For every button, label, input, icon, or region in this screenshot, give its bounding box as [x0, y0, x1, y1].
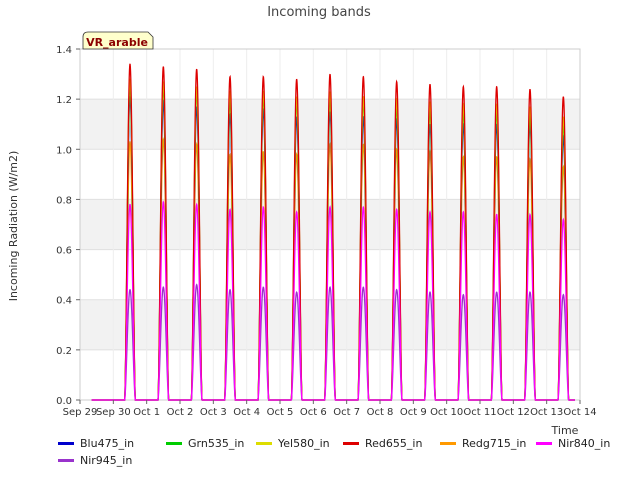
series-line-nir840_in	[91, 200, 575, 401]
x-tick-label: Oct 3	[200, 407, 227, 418]
legend-label: Nir840_in	[558, 436, 611, 450]
x-tick-label: Oct 14	[563, 407, 596, 418]
y-tick-label: 0.0	[56, 396, 72, 407]
legend-item: Redg715_in	[440, 436, 526, 450]
legend-swatch	[166, 441, 182, 445]
plot-frame	[79, 48, 581, 401]
x-tick-label: Oct 5	[267, 407, 294, 418]
x-tick-label: Oct 9	[400, 407, 427, 418]
x-tick-label: Oct 7	[333, 407, 360, 418]
x-tick-label: Sep 30	[96, 407, 131, 418]
y-ticks: 0.0 0.2 0.4 0.6 0.8 1.0 1.2 1.4	[56, 45, 80, 407]
x-tick-label: Oct 12	[497, 407, 530, 418]
legend-item: Red655_in	[343, 436, 422, 450]
y-axis-label: Incoming Radiation (W/m2)	[7, 151, 20, 302]
legend-item: Yel580_in	[256, 436, 330, 450]
grid-band	[80, 249, 580, 300]
legend-label: Blu475_in	[80, 436, 135, 450]
x-tick-label: Oct 1	[133, 407, 160, 418]
y-tick-label: 0.8	[56, 195, 72, 206]
x-axis-label: Time	[551, 424, 579, 437]
grid-band	[80, 299, 580, 350]
legend-swatch	[440, 441, 456, 445]
legend-item: Nir840_in	[536, 436, 610, 450]
grid-band	[80, 149, 580, 200]
x-tick-label: Oct 6	[300, 407, 327, 418]
annotation-label: VR_arable	[86, 36, 148, 49]
legend-swatch	[256, 441, 272, 445]
legend-label: Redg715_in	[462, 436, 527, 450]
legend-label: Nir945_in	[80, 453, 133, 467]
y-tick-label: 0.4	[56, 296, 72, 307]
grid-band	[80, 349, 580, 400]
legend-item: Nir945_in	[58, 453, 132, 467]
y-tick-label: 1.0	[56, 145, 72, 156]
y-tick-label: 0.2	[56, 346, 72, 357]
y-tick-label: 0.6	[56, 246, 72, 257]
annotation-box: VR_arable	[82, 31, 154, 50]
legend-swatch	[343, 441, 359, 445]
x-tick-label: Oct 13	[530, 407, 563, 418]
legend-label: Yel580_in	[278, 436, 330, 450]
x-tick-label: Oct 4	[233, 407, 260, 418]
x-tick-label: Oct 8	[367, 407, 394, 418]
legend-item: Blu475_in	[58, 436, 134, 450]
legend-swatch	[58, 458, 74, 462]
y-tick-label: 1.4	[56, 45, 72, 56]
legend-item: Grn535_in	[166, 436, 244, 450]
x-tick-label: Oct 11	[463, 407, 496, 418]
series-lines	[91, 63, 575, 401]
x-tick-label: Sep 29	[63, 407, 98, 418]
legend-swatch	[58, 441, 74, 445]
legend-swatch	[536, 441, 552, 445]
grid-band	[80, 99, 580, 150]
chart-title: Incoming bands	[267, 5, 371, 20]
x-tick-label: Oct 10	[430, 407, 463, 418]
y-tick-label: 1.2	[56, 95, 72, 106]
x-tick-label: Oct 2	[167, 407, 194, 418]
legend-label: Grn535_in	[188, 436, 245, 450]
legend-label: Red655_in	[365, 436, 423, 450]
